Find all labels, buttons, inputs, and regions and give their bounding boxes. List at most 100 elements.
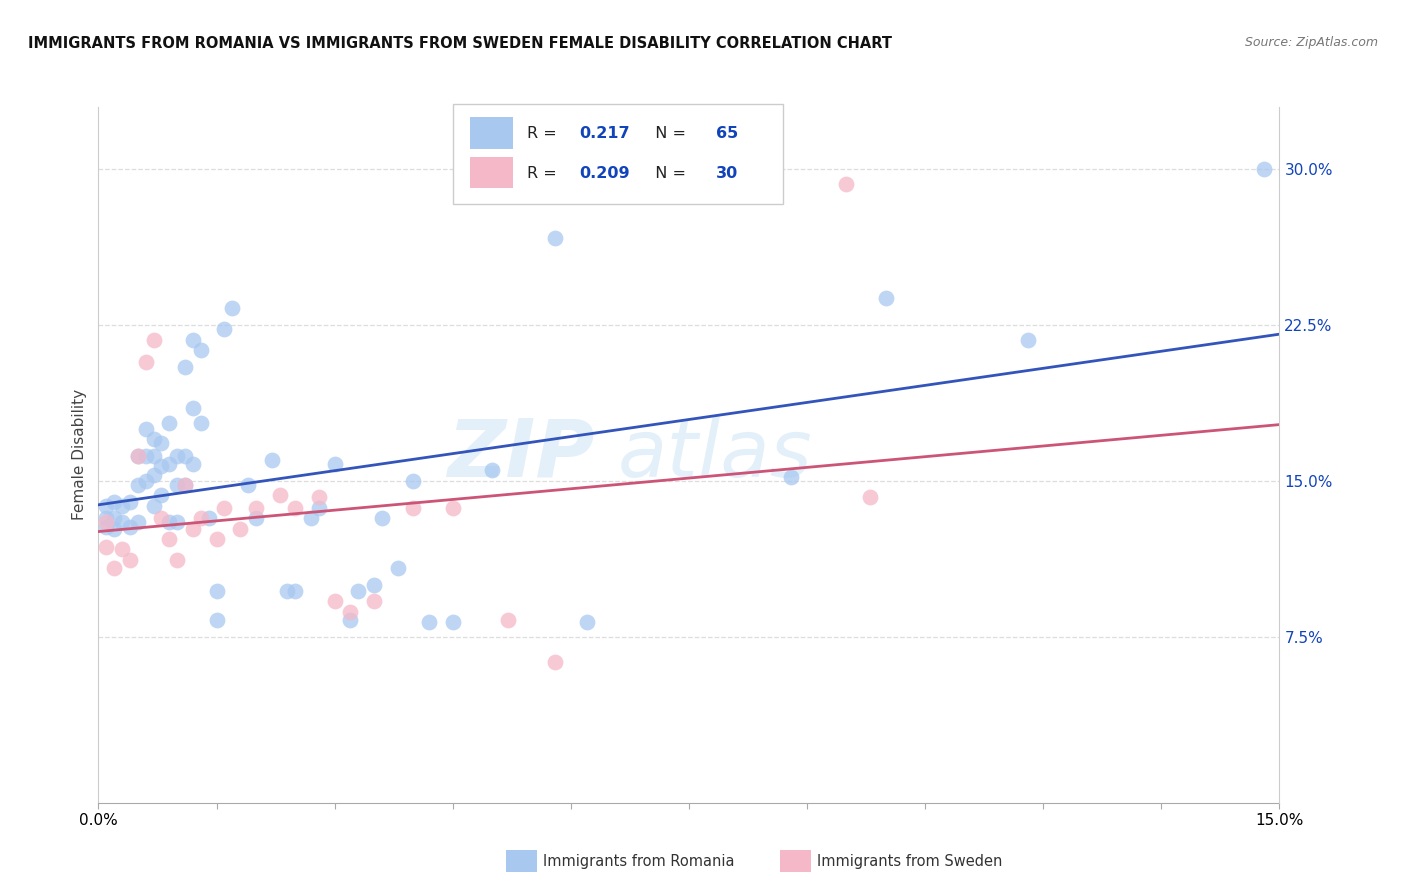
Point <box>835 177 858 191</box>
Point <box>181 457 204 471</box>
Point <box>181 522 204 536</box>
Point <box>308 500 330 515</box>
Point <box>103 522 125 536</box>
Text: atlas: atlas <box>619 416 813 494</box>
Point <box>221 301 243 316</box>
Point <box>142 433 165 447</box>
Point <box>875 291 897 305</box>
Point <box>347 584 370 599</box>
Point <box>96 499 118 513</box>
Point <box>441 615 464 629</box>
Point <box>284 500 307 515</box>
Point <box>245 511 267 525</box>
Text: IMMIGRANTS FROM ROMANIA VS IMMIGRANTS FROM SWEDEN FEMALE DISABILITY CORRELATION : IMMIGRANTS FROM ROMANIA VS IMMIGRANTS FR… <box>28 36 893 51</box>
Point <box>214 322 236 336</box>
Point <box>1017 333 1039 347</box>
Point <box>190 343 212 357</box>
Point <box>166 478 188 492</box>
Point <box>387 561 409 575</box>
Point <box>157 416 180 430</box>
Text: Immigrants from Romania: Immigrants from Romania <box>543 855 734 869</box>
Point <box>127 449 149 463</box>
Point <box>103 561 125 575</box>
Point <box>135 449 157 463</box>
Point <box>103 511 125 525</box>
Point <box>363 594 385 608</box>
Point <box>118 494 141 508</box>
Point <box>214 500 236 515</box>
Point <box>323 594 346 608</box>
Point <box>181 401 204 416</box>
Text: 30: 30 <box>716 166 738 181</box>
Point <box>135 474 157 488</box>
Point <box>205 613 228 627</box>
Point <box>339 613 361 627</box>
Point <box>339 605 361 619</box>
Point <box>96 519 118 533</box>
Point <box>166 449 188 463</box>
Point <box>371 511 394 525</box>
Point <box>205 532 228 546</box>
Bar <box>471 157 513 188</box>
Point <box>544 655 567 669</box>
Point <box>111 516 134 530</box>
Text: ZIP: ZIP <box>447 416 595 494</box>
Point <box>575 615 598 629</box>
Point <box>174 478 197 492</box>
Point <box>103 494 125 508</box>
Point <box>205 584 228 599</box>
Text: N =: N = <box>645 166 692 181</box>
Text: R =: R = <box>527 166 562 181</box>
Point <box>111 542 134 557</box>
Point <box>544 231 567 245</box>
Point <box>135 422 157 436</box>
Point <box>142 467 165 482</box>
Text: 0.217: 0.217 <box>579 126 630 141</box>
Text: N =: N = <box>645 126 692 141</box>
Point <box>299 511 322 525</box>
Point <box>150 436 173 450</box>
Y-axis label: Female Disability: Female Disability <box>72 389 87 521</box>
FancyBboxPatch shape <box>453 103 783 204</box>
Point <box>190 416 212 430</box>
Point <box>127 449 149 463</box>
Point <box>418 615 440 629</box>
Point <box>157 532 180 546</box>
Point <box>859 491 882 505</box>
Point <box>780 469 803 483</box>
Point <box>284 584 307 599</box>
Point <box>96 541 118 555</box>
Point <box>260 453 283 467</box>
Point <box>276 584 298 599</box>
Point <box>174 478 197 492</box>
Point <box>402 500 425 515</box>
Point <box>481 463 503 477</box>
Point <box>174 359 197 374</box>
Point <box>363 578 385 592</box>
Point <box>142 499 165 513</box>
Point <box>166 516 188 530</box>
Point <box>1253 162 1275 177</box>
Point <box>111 499 134 513</box>
Point <box>441 500 464 515</box>
Point <box>150 511 173 525</box>
Point <box>127 478 149 492</box>
Point <box>127 516 149 530</box>
Point <box>323 457 346 471</box>
Point <box>229 522 252 536</box>
Text: 65: 65 <box>716 126 738 141</box>
Point <box>181 333 204 347</box>
Point <box>142 449 165 463</box>
Point <box>245 500 267 515</box>
Text: Source: ZipAtlas.com: Source: ZipAtlas.com <box>1244 36 1378 49</box>
Point <box>496 613 519 627</box>
Point <box>174 449 197 463</box>
Text: Immigrants from Sweden: Immigrants from Sweden <box>817 855 1002 869</box>
Point <box>150 488 173 502</box>
Point <box>96 511 118 525</box>
Point <box>157 516 180 530</box>
Point <box>118 519 141 533</box>
Text: 0.209: 0.209 <box>579 166 630 181</box>
Point <box>157 457 180 471</box>
Point <box>166 553 188 567</box>
